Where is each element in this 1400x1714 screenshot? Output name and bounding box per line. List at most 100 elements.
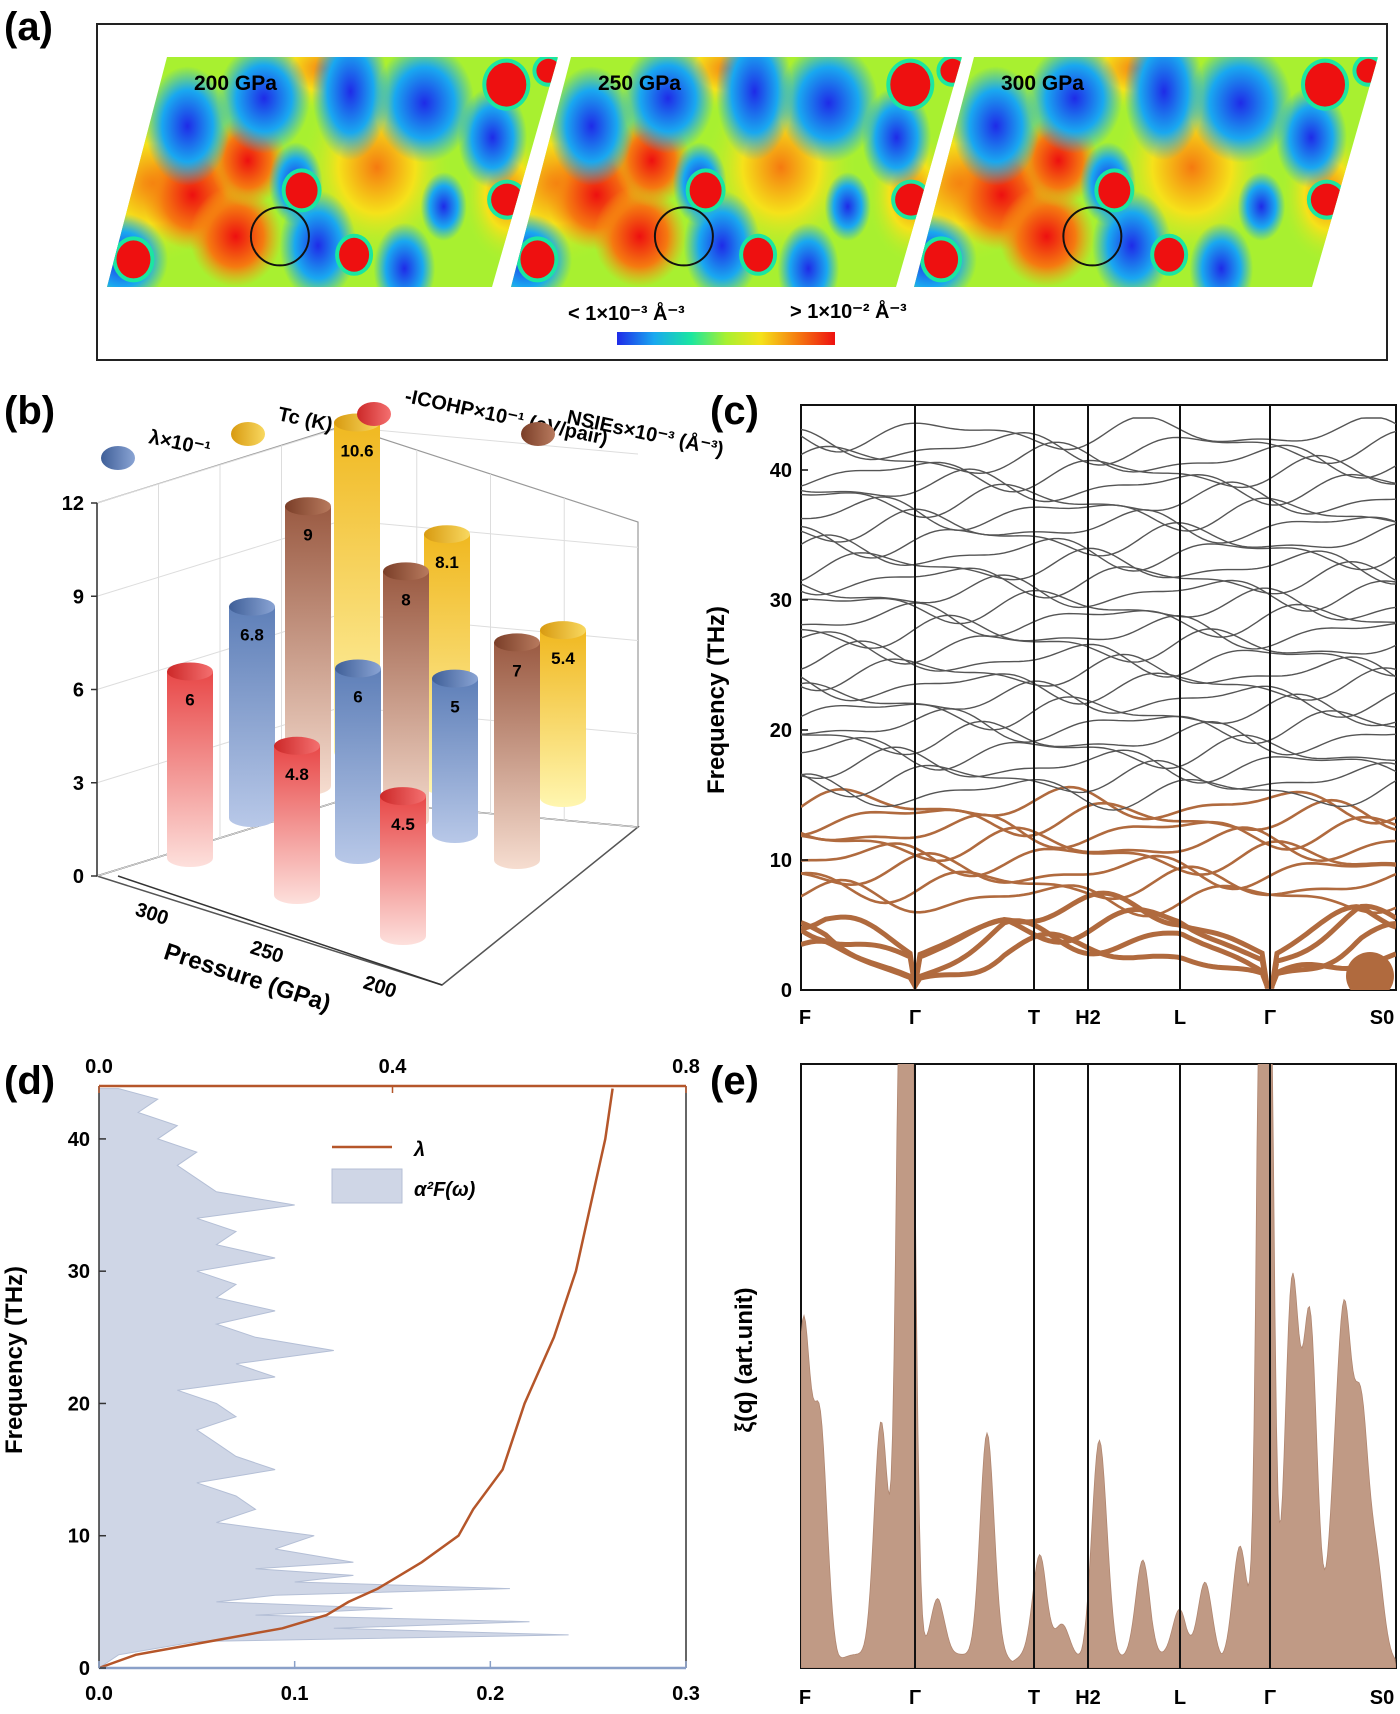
b-bar-value-label: 8	[401, 590, 410, 609]
d-ytick-label: 10	[68, 1526, 90, 1548]
b-bar-value-label: 4.5	[391, 815, 415, 834]
c-band-line	[801, 708, 1396, 744]
c-band-line	[801, 496, 1396, 532]
c-kpoint-label: T	[1028, 1007, 1040, 1029]
c-band-line	[801, 734, 1396, 771]
c-ytick-label: 30	[770, 590, 792, 612]
b-bar-body	[540, 630, 586, 807]
c-ytick-label: 20	[770, 720, 792, 742]
c-band-line	[801, 903, 1396, 989]
b-bar: 6	[335, 659, 381, 864]
b-bar-top	[229, 597, 275, 616]
colorbar-low-label: < 1×10⁻³ Å⁻³	[568, 301, 685, 325]
c-band-line	[801, 640, 1396, 678]
b-ztick-label: 12	[62, 493, 84, 515]
b-grid-line	[342, 519, 639, 548]
c-kpoint-label: S0	[1370, 1007, 1394, 1029]
c-band-line	[801, 574, 1396, 612]
b-legend-label: NSIEs×10⁻³ (Å⁻³)	[565, 404, 726, 461]
d-bottom-xtick-label: 0.2	[476, 1683, 504, 1705]
c-band-line	[801, 417, 1396, 453]
c-band-line	[801, 759, 1396, 798]
c-band-line	[801, 481, 1396, 519]
b-ztick-label: 9	[73, 586, 84, 608]
c-band-line	[801, 508, 1396, 544]
colorbar	[617, 332, 835, 345]
d-lambda-line	[98, 1088, 614, 1670]
b-bar-value-label: 6.8	[240, 626, 264, 645]
b-bar-body	[383, 571, 429, 829]
c-fatband-blob	[1346, 952, 1394, 990]
b-bar-top	[432, 669, 478, 688]
d-ytick-label: 0	[79, 1658, 90, 1680]
c-band-line	[801, 680, 1396, 718]
d-bottom-xtick-label: 0.3	[672, 1683, 700, 1705]
d-ylabel: Frequency (THz)	[1, 1266, 28, 1454]
e-kpoint-label: Γ	[1264, 1687, 1276, 1709]
b-ztick-label: 6	[73, 680, 84, 702]
c-kpoint-label: L	[1174, 1007, 1186, 1029]
c-band-line	[801, 602, 1396, 638]
d-ytick-label: 30	[68, 1261, 90, 1283]
b-bar-top	[424, 525, 470, 544]
b-bar: 6.8	[229, 597, 275, 827]
panel-a-frame	[96, 23, 1388, 361]
interstitial-circle	[653, 206, 714, 267]
c-band-line	[801, 614, 1396, 650]
b-bar-body	[285, 506, 331, 795]
b-bar-value-label: 10.6	[340, 442, 373, 461]
panel-label-d: (d)	[4, 1059, 55, 1103]
b-bar-value-label: 6	[353, 688, 362, 707]
c-kpoint-label: H2	[1075, 1007, 1101, 1029]
e-kpoint-label: Γ	[909, 1687, 921, 1709]
c-band-line	[801, 428, 1396, 466]
d-top-xtick-label: 0.8	[672, 1056, 700, 1078]
bar3d-chart: 0 3 6 9 12 300 250 200 Pressure (GPa) 10.6 9 8.1 5.4…	[62, 385, 726, 1017]
c-band-line	[801, 720, 1396, 756]
interstitial-circle	[249, 206, 310, 267]
b-bar-top	[285, 497, 331, 516]
c-band-line	[801, 918, 1396, 990]
c-kpoint-label: Γ	[909, 1007, 921, 1029]
b-xlabel: Pressure (GPa)	[161, 938, 334, 1017]
c-band-line	[801, 667, 1396, 705]
c-band-line	[801, 773, 1396, 811]
c-ytick-label: 10	[770, 850, 792, 872]
c-band-line	[801, 851, 1396, 891]
b-xaxis	[117, 875, 443, 986]
b-bar-body	[432, 678, 478, 843]
c-ytick-label: 40	[770, 460, 792, 482]
d-top-xtick-label: 0.0	[85, 1056, 113, 1078]
b-bar-top	[540, 621, 586, 640]
phonon-band-chart: 0 10 20 30 40 F Γ T H2 L Γ S0	[770, 404, 1397, 1029]
b-bar-top	[274, 736, 320, 755]
c-ylabel: Frequency (THz)	[703, 606, 730, 794]
panel-label-a: (a)	[4, 5, 53, 49]
interstitial-circle	[1062, 206, 1123, 267]
b-bar-value-label: 5	[450, 698, 459, 717]
d-a2f-area	[98, 1088, 569, 1669]
c-band-line	[801, 798, 1396, 838]
c-band-line	[801, 468, 1396, 506]
b-bar-body	[494, 642, 540, 869]
c-band-line	[801, 878, 1396, 918]
panel-label-c: (c)	[710, 389, 759, 433]
c-band-line	[801, 441, 1396, 479]
b-legend-swatch	[521, 422, 555, 446]
pressure-label-3: 300 GPa	[1001, 72, 1084, 95]
b-bar-top	[335, 659, 381, 678]
e-ylabel: ξ(q) (art.unit)	[731, 1287, 758, 1432]
panel-label-b: (b)	[4, 389, 55, 433]
e-area-group	[801, 1064, 1396, 1668]
b-legend-swatch	[357, 402, 391, 426]
b-bar: 5.4	[540, 621, 586, 807]
b-bar-body	[167, 671, 213, 867]
b-bar-value-label: 4.8	[285, 765, 309, 784]
b-bar: 7	[494, 633, 540, 869]
b-bar-top	[494, 633, 540, 652]
e-kpoint-label: H2	[1075, 1687, 1101, 1709]
e-kpoint-label: T	[1028, 1687, 1040, 1709]
b-legend-label: λ×10⁻¹	[147, 426, 213, 461]
density-map-1	[107, 57, 558, 287]
b-bar: 6	[167, 662, 213, 867]
